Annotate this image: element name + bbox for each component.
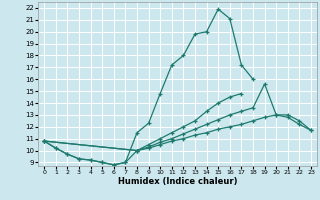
X-axis label: Humidex (Indice chaleur): Humidex (Indice chaleur)	[118, 177, 237, 186]
